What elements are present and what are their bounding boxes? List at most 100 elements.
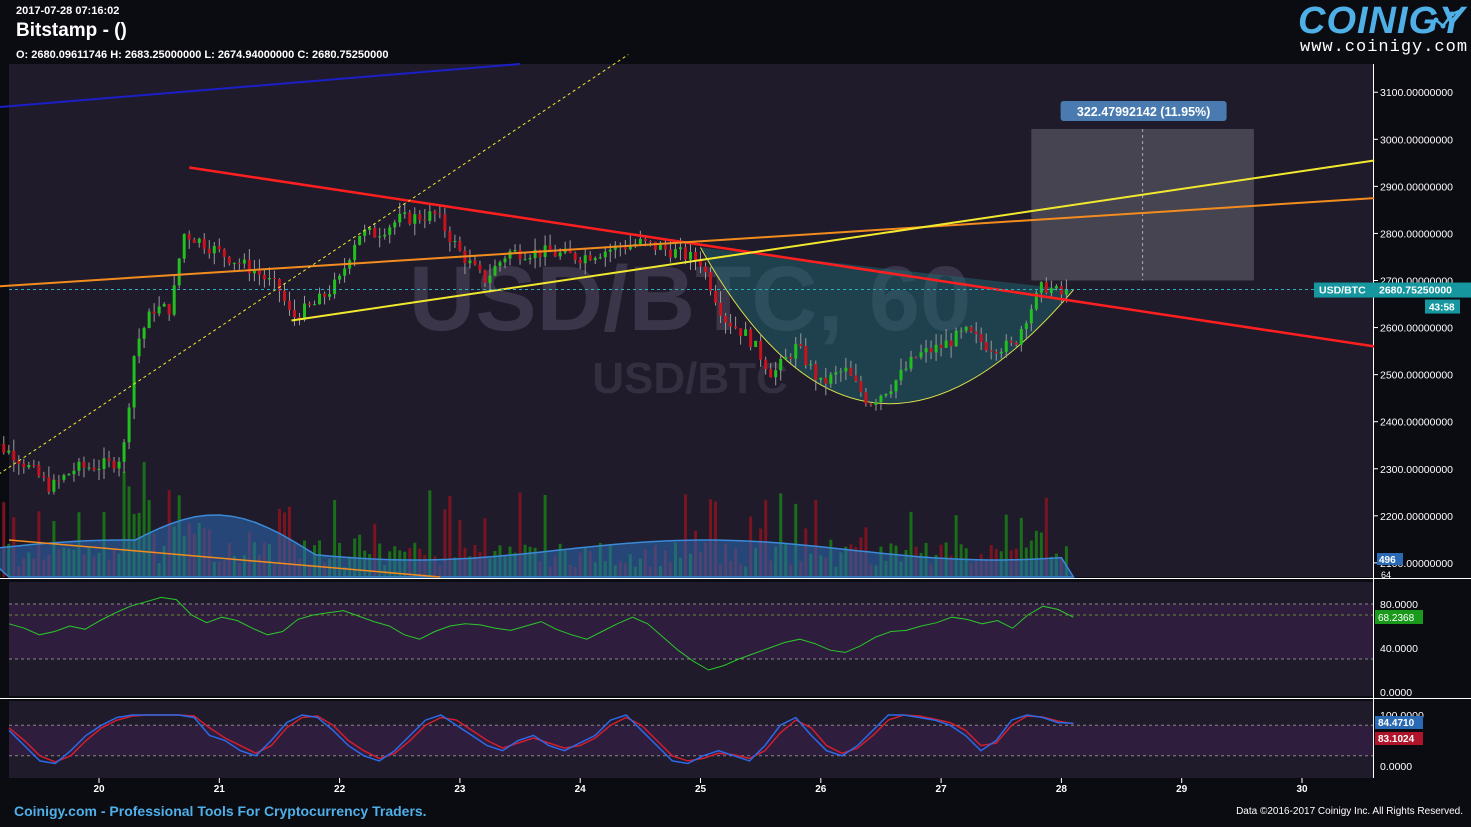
candle-body bbox=[909, 357, 913, 369]
candle-body bbox=[964, 326, 968, 331]
volume-bar bbox=[543, 494, 547, 577]
candle-body bbox=[754, 340, 758, 347]
candle-body bbox=[889, 391, 893, 395]
candles-layer bbox=[0, 202, 1068, 495]
candle-body bbox=[388, 227, 392, 235]
volume-bar bbox=[814, 499, 818, 577]
candle-body bbox=[879, 395, 883, 403]
volume-bar bbox=[1044, 497, 1048, 577]
candle-body bbox=[453, 240, 457, 242]
candle-body bbox=[784, 356, 788, 359]
candle-body bbox=[282, 290, 286, 301]
candle-body bbox=[513, 249, 517, 252]
candle-body bbox=[498, 262, 502, 266]
logo-url: www.coinigy.com bbox=[1300, 38, 1469, 57]
y-tick-label: 3100.00000000 bbox=[1380, 87, 1453, 99]
y-tick-label: 2300.00000000 bbox=[1380, 464, 1453, 476]
candle-body bbox=[478, 264, 482, 271]
candle-body bbox=[72, 470, 76, 475]
candle-body bbox=[949, 340, 953, 347]
candle-body bbox=[533, 249, 537, 259]
x-tick-label: 27 bbox=[936, 784, 948, 795]
candle-body bbox=[583, 255, 587, 264]
timestamp: 2017-07-28 07:16:02 bbox=[16, 5, 120, 17]
candle-body bbox=[42, 475, 46, 478]
candle-body bbox=[433, 211, 437, 214]
candle-body bbox=[974, 331, 978, 334]
candle-body bbox=[262, 274, 266, 280]
candle-body bbox=[568, 248, 572, 254]
volume-bar bbox=[2, 502, 6, 577]
candle-body bbox=[82, 461, 86, 468]
candle-body bbox=[247, 259, 251, 274]
candle-body bbox=[688, 252, 692, 260]
stoch-d-tag bbox=[1375, 732, 1423, 745]
candle-body bbox=[378, 236, 382, 238]
candle-body bbox=[538, 249, 542, 257]
candle-body bbox=[864, 392, 868, 404]
candle-body bbox=[799, 343, 803, 347]
y-axis-bg bbox=[1373, 64, 1471, 798]
candle-body bbox=[668, 249, 672, 258]
volume-bar bbox=[909, 511, 913, 577]
candle-body bbox=[1009, 340, 1013, 343]
volume-bar bbox=[448, 495, 452, 577]
last-price-value: 2680.75250000 bbox=[1379, 285, 1452, 297]
candle-body bbox=[413, 214, 417, 224]
candle-body bbox=[774, 370, 778, 378]
coinigy-logo[interactable]: COINIGY www.coinigy.com bbox=[1288, 0, 1467, 58]
volume-value-2: 64 bbox=[1381, 570, 1391, 580]
candle-body bbox=[593, 258, 597, 261]
x-tick-label: 24 bbox=[575, 784, 587, 795]
candle-body bbox=[789, 356, 793, 359]
candle-body bbox=[57, 479, 61, 481]
candle-body bbox=[67, 474, 71, 476]
candle-body bbox=[493, 265, 497, 276]
candle-body bbox=[22, 463, 26, 468]
candle-body bbox=[343, 268, 347, 276]
candle-body bbox=[839, 371, 843, 373]
countdown-tag bbox=[1425, 299, 1460, 314]
candle-body bbox=[147, 311, 151, 328]
candle-body bbox=[814, 364, 818, 380]
stoch-d-value: 83.1024 bbox=[1378, 734, 1415, 745]
footer-tagline[interactable]: Coinigy.com - Professional Tools For Cry… bbox=[14, 803, 427, 819]
candle-body bbox=[1064, 288, 1068, 295]
y-tick-label: 2400.00000000 bbox=[1380, 417, 1453, 429]
candle-body bbox=[107, 458, 111, 461]
x-tick-label: 23 bbox=[454, 784, 466, 795]
candle-body bbox=[849, 367, 853, 376]
volume-bar bbox=[794, 503, 798, 577]
candle-body bbox=[558, 252, 562, 257]
candle-body bbox=[714, 290, 718, 303]
blue-trend-line bbox=[0, 63, 521, 108]
candle-body bbox=[303, 303, 307, 320]
candle-body bbox=[17, 460, 21, 464]
candle-body bbox=[819, 377, 823, 380]
candle-body bbox=[152, 311, 156, 314]
ohlc-readout: O: 2680.09611746 H: 2683.25000000 L: 267… bbox=[16, 49, 389, 61]
candle-body bbox=[824, 377, 828, 384]
x-tick-label: 25 bbox=[695, 784, 707, 795]
volume-bar bbox=[518, 492, 522, 577]
candle-body bbox=[924, 348, 928, 353]
candle-body bbox=[308, 303, 312, 306]
candle-body bbox=[693, 252, 697, 261]
candle-body bbox=[994, 351, 998, 354]
candle-body bbox=[749, 329, 753, 347]
candle-body bbox=[333, 279, 337, 295]
volume-bar bbox=[483, 518, 487, 577]
candle-body bbox=[699, 260, 702, 267]
volume-bar bbox=[333, 499, 337, 577]
candle-body bbox=[197, 238, 201, 243]
candle-body bbox=[1029, 309, 1033, 324]
candle-body bbox=[232, 262, 236, 264]
candle-body bbox=[744, 329, 748, 336]
candle-body bbox=[523, 259, 527, 261]
volume-bar bbox=[954, 515, 958, 577]
candle-body bbox=[859, 380, 863, 393]
y-tick-label: 2200.00000000 bbox=[1380, 511, 1453, 523]
candle-body bbox=[1004, 340, 1008, 352]
x-tick-label: 26 bbox=[815, 784, 827, 795]
